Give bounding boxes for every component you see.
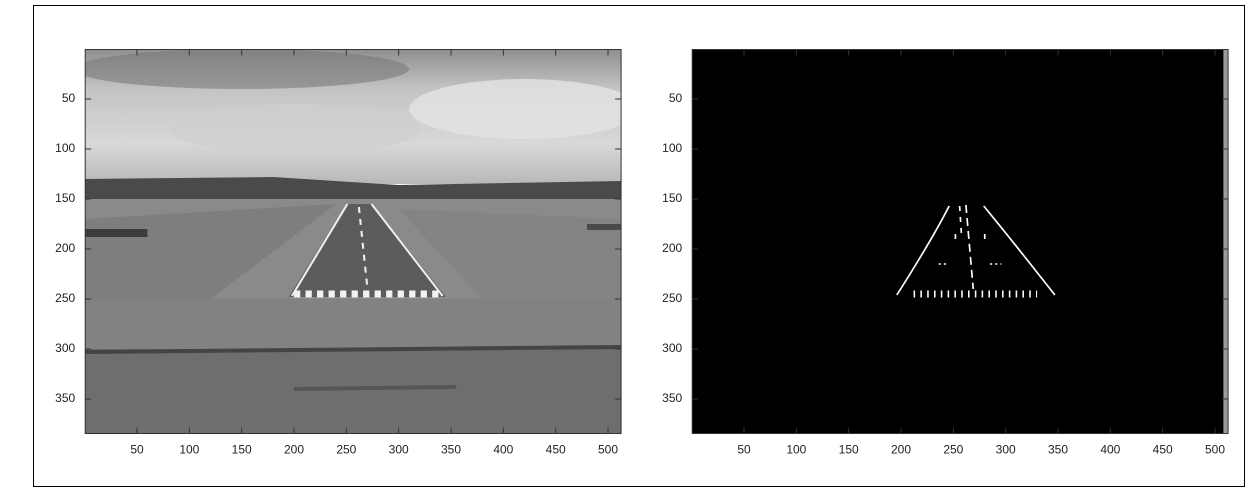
image-photo: [74, 49, 639, 434]
x-tick-label: 400: [493, 443, 513, 457]
x-tick-label: 500: [598, 443, 618, 457]
x-tick-label: 500: [1205, 443, 1225, 457]
y-tick-label: 200: [662, 241, 682, 255]
y-tick-label: 100: [55, 141, 75, 155]
y-tick-label: 250: [55, 291, 75, 305]
x-tick-label: 150: [232, 443, 252, 457]
y-tick-label: 200: [55, 241, 75, 255]
y-tick-label: 350: [662, 391, 682, 405]
x-tick-label: 400: [1100, 443, 1120, 457]
x-tick-label: 350: [1048, 443, 1068, 457]
y-tick-label: 150: [55, 191, 75, 205]
y-tick-label: 50: [62, 91, 76, 105]
x-tick-label: 100: [786, 443, 806, 457]
x-tick-label: 350: [441, 443, 461, 457]
y-tick-label: 350: [55, 391, 75, 405]
x-tick-label: 200: [284, 443, 304, 457]
y-tick-label: 50: [669, 91, 683, 105]
x-tick-label: 200: [891, 443, 911, 457]
y-tick-label: 100: [662, 141, 682, 155]
x-tick-label: 300: [389, 443, 409, 457]
x-tick-label: 50: [737, 443, 751, 457]
image-edges: [692, 49, 1229, 434]
y-tick-label: 300: [55, 341, 75, 355]
y-tick-label: 150: [662, 191, 682, 205]
x-tick-label: 450: [546, 443, 566, 457]
x-tick-label: 250: [336, 443, 356, 457]
y-tick-label: 250: [662, 291, 682, 305]
x-tick-label: 150: [839, 443, 859, 457]
x-tick-label: 100: [179, 443, 199, 457]
x-tick-label: 250: [943, 443, 963, 457]
x-tick-label: 300: [996, 443, 1016, 457]
x-tick-label: 50: [130, 443, 144, 457]
figure: 50 100 150 200 250 300 350 400 450 500 50 100 150 200…: [0, 0, 1248, 490]
y-tick-label: 300: [662, 341, 682, 355]
x-tick-label: 450: [1153, 443, 1173, 457]
